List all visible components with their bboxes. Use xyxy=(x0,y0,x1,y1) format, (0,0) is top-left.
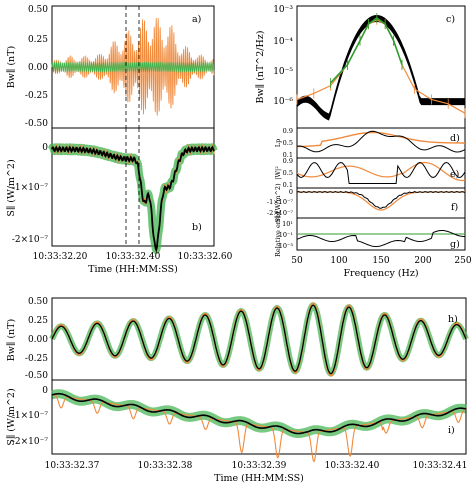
panel-b-black-line xyxy=(51,145,215,253)
panel-e-ylabel: |W|² xyxy=(274,166,282,180)
panel-b-signal xyxy=(48,143,218,254)
panel-e-orange-line xyxy=(296,161,466,182)
panel-b: b) 0 -1×10⁻⁷ -2×10⁻⁷ S∥ (W/m^2) 10:33:32… xyxy=(6,127,233,275)
panel-i-xtick-0: 10:33:32.37 xyxy=(45,461,100,471)
panel-a-ytick-3: -0.25 xyxy=(25,91,48,101)
panel-i: i) 0 -1×10⁻⁷ -2×10⁻⁷ S∥ (W/m^2) 10:33:32… xyxy=(6,379,468,484)
panel-h: h) 0.50 0.25 0.00 -0.25 -0.50 Bw∥ (nT) xyxy=(6,297,469,381)
panel-b-label: b) xyxy=(192,222,202,233)
panel-i-xtick-2: 10:33:32.39 xyxy=(232,461,287,471)
panel-i-label: i) xyxy=(448,425,455,436)
panel-b-xlabel: Time (HH:MM:SS) xyxy=(88,264,178,275)
panel-c: c) 10⁻³ 10⁻⁴ 10⁻⁵ 10⁻⁶ Bw∥ (nT^2/Hz) xyxy=(255,5,466,129)
panel-h-ytick-4: -0.50 xyxy=(25,371,48,381)
panel-b-ytick-2: -2×10⁻⁷ xyxy=(12,235,49,245)
panel-i-xlabel: Time (HH:MM:SS) xyxy=(214,473,304,484)
panel-e-ytick-2: 0.1 xyxy=(283,181,293,189)
panel-b-ytick-0: 0 xyxy=(42,143,48,153)
panel-i-xtick-3: 10:33:32.40 xyxy=(325,461,380,471)
panel-d-ylabel: Lp xyxy=(274,139,282,147)
panel-e-black-line xyxy=(296,161,466,184)
panel-b-xtick-0: 10:33:32.20 xyxy=(33,252,88,262)
panel-b-ytick-1: -1×10⁻⁷ xyxy=(12,183,49,193)
panel-a-ytick-1: 0.25 xyxy=(28,35,48,45)
panel-g-ytick-2: 10⁻³ xyxy=(279,242,294,250)
panel-g-xtick-4: 250 xyxy=(454,256,471,266)
panel-f-label: f) xyxy=(451,202,458,213)
panel-d: d) 0.9 0.5 0.1 Lp xyxy=(274,127,466,159)
panel-a-signal xyxy=(51,17,215,116)
panel-i-ytick-0: 0 xyxy=(42,386,48,396)
panel-c-label: c) xyxy=(446,14,455,25)
panel-c-signal xyxy=(296,13,466,121)
panel-g-black-line xyxy=(296,230,465,248)
panel-i-xtick-4: 10:33:32.41 xyxy=(413,461,468,471)
panel-g-ylabel: Relative error xyxy=(274,210,282,257)
panel-e-label: e) xyxy=(450,169,459,180)
panel-f-ytick-2: -2×10⁻⁷ xyxy=(267,209,293,217)
panel-h-ylabel: Bw∥ (nT) xyxy=(6,319,17,361)
panel-f-black-line xyxy=(296,190,466,209)
panel-d-signal xyxy=(296,130,466,153)
panel-b-xtick-1: 10:33:32.40 xyxy=(106,252,161,262)
panel-c-ytick-1: 10⁻⁴ xyxy=(273,37,293,47)
panel-d-ytick-2: 0.1 xyxy=(283,151,293,159)
panel-h-ytick-1: 0.25 xyxy=(28,316,48,326)
panel-a-label: a) xyxy=(192,14,201,25)
panel-f: f) 0 -1×10⁻⁷ -2×10⁻⁷ S∥ (W/m^2) xyxy=(267,183,466,223)
panel-e: e) 0.9 0.5 0.1 |W|² xyxy=(274,157,466,189)
panel-g-xlabel: Frequency (Hz) xyxy=(343,268,418,279)
panel-f-frame xyxy=(296,187,466,219)
panel-h-ytick-3: -0.25 xyxy=(25,354,48,364)
panel-f-ytick-1: -1×10⁻⁷ xyxy=(267,198,293,206)
panel-h-ytick-0: 0.50 xyxy=(28,297,48,307)
panel-i-xtick-1: 10:33:32.38 xyxy=(138,461,193,471)
panel-b-xtick-2: 10:33:32.60 xyxy=(178,252,233,262)
panel-c-ytick-0: 10⁻³ xyxy=(273,5,293,15)
panel-i-signal xyxy=(51,389,467,463)
panel-a-ytick-2: 0.00 xyxy=(28,63,48,73)
panel-i-ytick-1: -1×10⁻⁷ xyxy=(12,411,49,421)
panel-g-signal xyxy=(296,230,465,248)
panel-c-ytick-3: 10⁻⁶ xyxy=(273,97,293,107)
panel-d-orange-line xyxy=(296,131,465,148)
panel-h-label: h) xyxy=(448,314,458,325)
panel-d-label: d) xyxy=(450,133,460,144)
panel-a-green-line xyxy=(51,61,215,73)
panel-g-xtick-1: 100 xyxy=(330,256,347,266)
panel-g: g) 10¹ 10⁻¹ 10⁻³ Relative error 50 100 1… xyxy=(274,210,472,279)
panel-h-ytick-2: 0.00 xyxy=(28,335,48,345)
panel-c-ylabel: Bw∥ (nT^2/Hz) xyxy=(255,31,266,104)
panel-i-black-line xyxy=(51,392,467,435)
panel-g-xtick-0: 50 xyxy=(291,256,303,266)
panel-c-frame xyxy=(296,5,466,129)
panel-g-label: g) xyxy=(450,239,460,250)
panel-f-ylabel: S∥ (W/m^2) xyxy=(274,183,282,223)
panel-g-xtick-3: 200 xyxy=(414,256,431,266)
panel-a: a) 0.50 0.25 0.00 -0.25 -0.50 Bw∥ (nT) xyxy=(6,5,215,129)
panel-a-ylabel: Bw∥ (nT) xyxy=(6,46,17,88)
panel-i-ylabel: S∥ (W/m^2) xyxy=(6,388,17,445)
panel-f-signal xyxy=(296,190,466,211)
panel-g-ytick-1: 10⁻¹ xyxy=(279,231,294,239)
panel-g-ytick-0: 10¹ xyxy=(282,220,293,228)
panel-e-signal xyxy=(296,161,466,184)
panel-i-ytick-2: -2×10⁻⁷ xyxy=(12,437,49,447)
panel-c-green-line xyxy=(330,17,403,84)
panel-d-ytick-0: 0.9 xyxy=(283,127,293,135)
panel-f-ytick-0: 0 xyxy=(289,188,293,196)
panel-e-ytick-0: 0.9 xyxy=(283,157,293,165)
panel-g-xtick-2: 150 xyxy=(372,256,389,266)
panel-e-ytick-1: 0.5 xyxy=(283,169,293,177)
panel-h-black-line xyxy=(51,304,467,375)
panel-h-signal xyxy=(49,302,469,377)
panel-d-ytick-1: 0.5 xyxy=(283,139,293,147)
panel-c-ytick-2: 10⁻⁵ xyxy=(273,67,293,77)
panel-a-ytick-0: 0.50 xyxy=(28,5,48,15)
panel-a-ytick-4: -0.50 xyxy=(25,119,48,129)
panel-d-black-line xyxy=(296,130,466,153)
panel-b-ylabel: S∥ (W/m^2) xyxy=(6,159,17,216)
